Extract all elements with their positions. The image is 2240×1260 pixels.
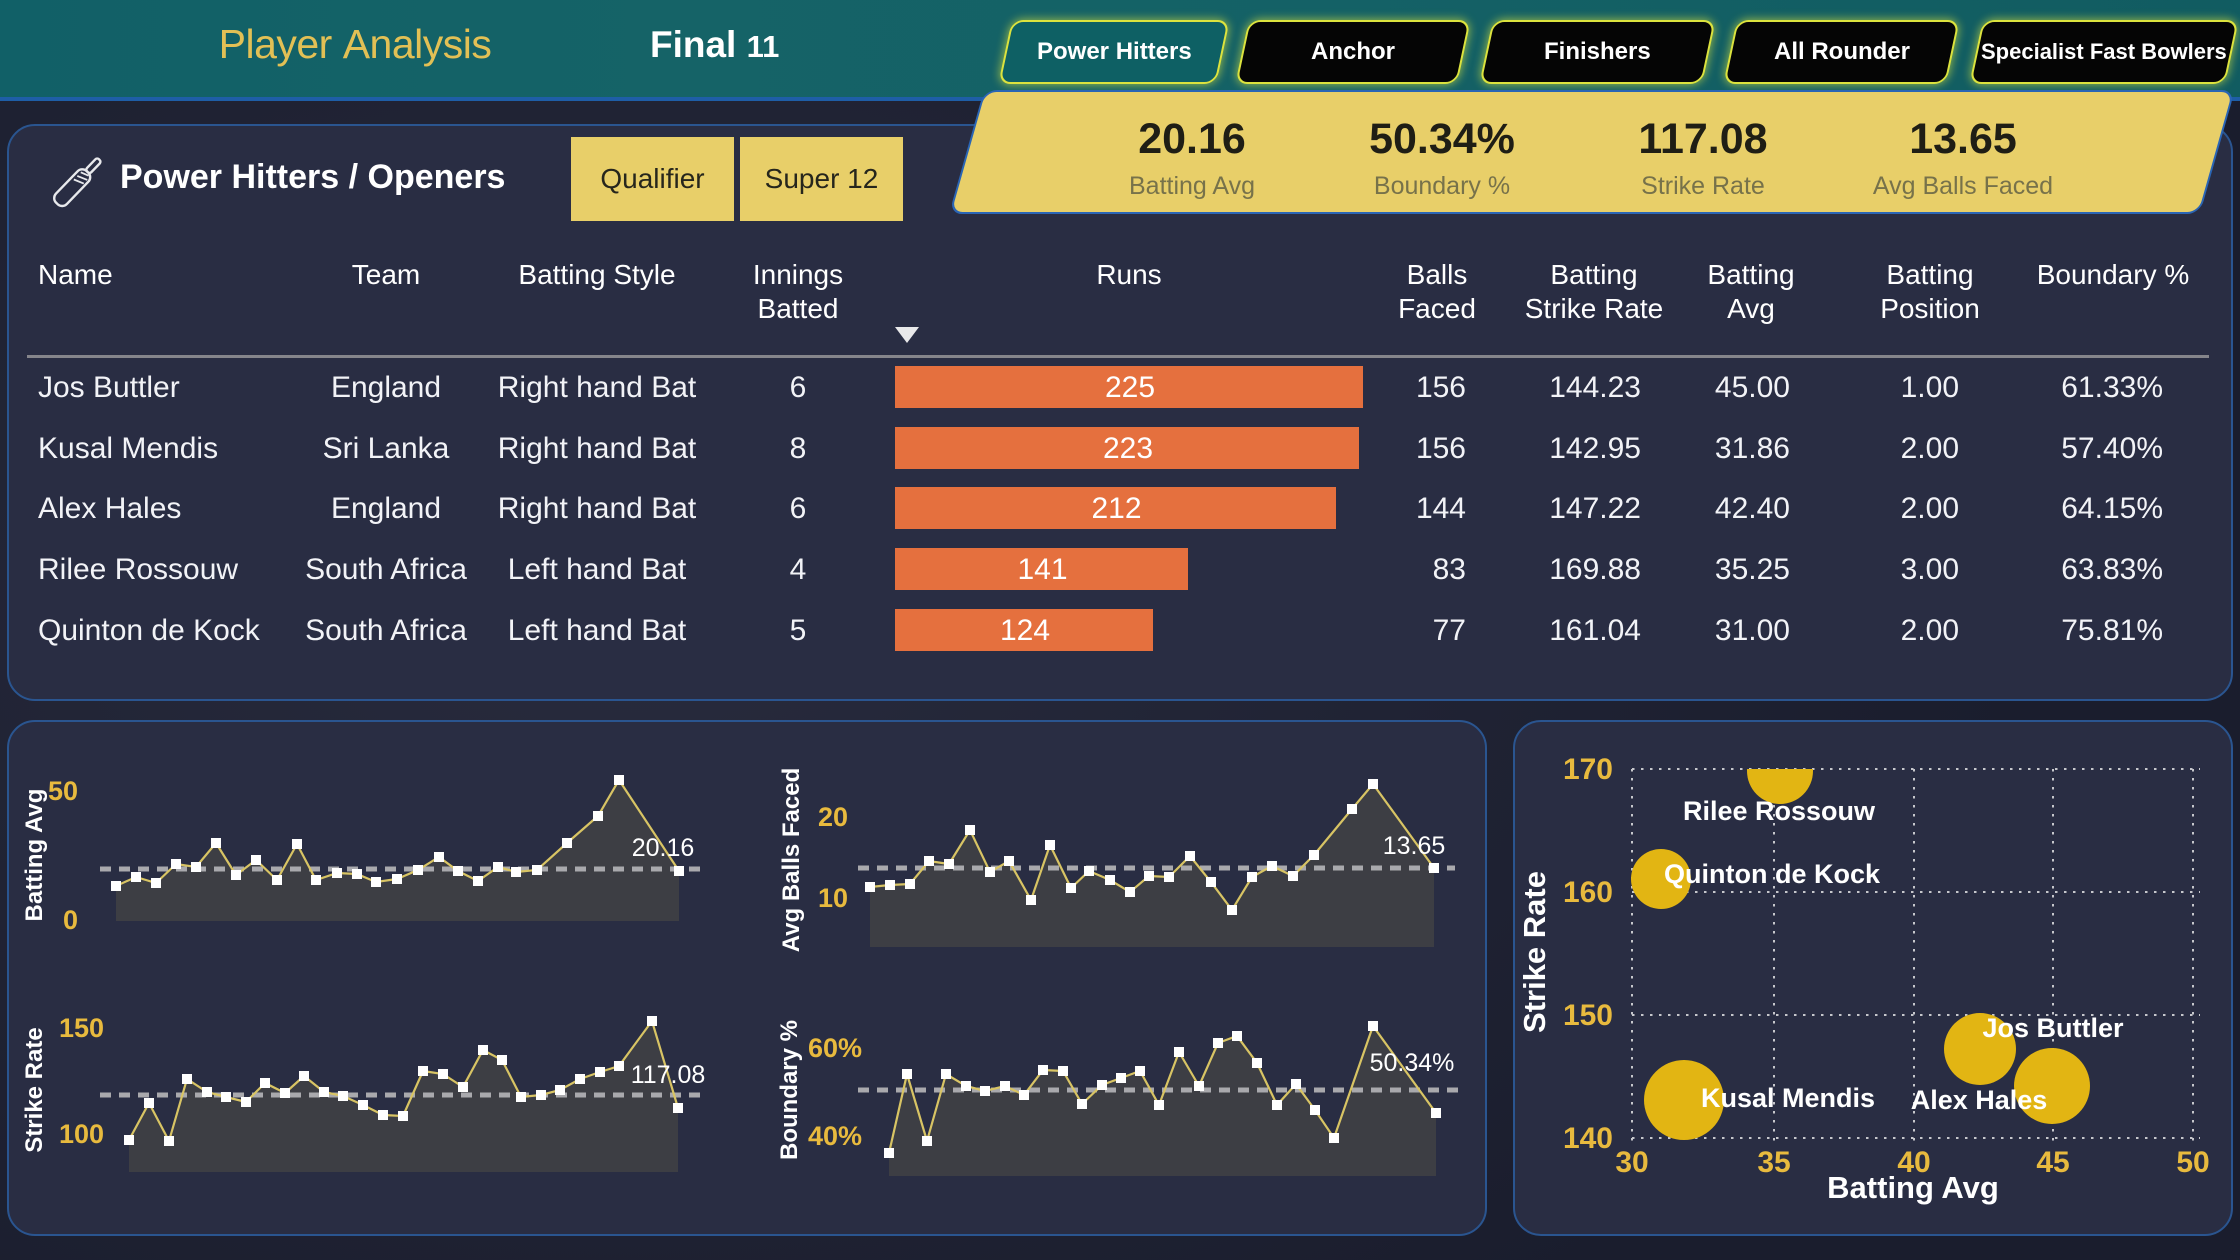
svg-text:170: 170 <box>1563 753 1613 786</box>
svg-text:100: 100 <box>59 1119 104 1149</box>
svg-text:Strike Rate: Strike Rate <box>21 1027 48 1152</box>
svg-text:150: 150 <box>1563 999 1613 1032</box>
svg-text:30: 30 <box>1615 1146 1648 1179</box>
svg-text:40%: 40% <box>808 1121 862 1151</box>
svg-text:117.08: 117.08 <box>631 1061 706 1089</box>
svg-text:50: 50 <box>2176 1146 2209 1179</box>
svg-text:13.65: 13.65 <box>1383 832 1446 860</box>
svg-text:Jos Buttler: Jos Buttler <box>1982 1013 2124 1043</box>
svg-text:Strike Rate: Strike Rate <box>1517 871 1552 1033</box>
svg-text:50: 50 <box>48 776 78 806</box>
svg-text:40: 40 <box>1897 1146 1930 1179</box>
svg-text:45: 45 <box>2036 1146 2069 1179</box>
svg-text:140: 140 <box>1563 1122 1613 1155</box>
svg-text:Kusal Mendis: Kusal Mendis <box>1701 1083 1875 1113</box>
svg-text:Batting Avg: Batting Avg <box>21 789 48 922</box>
svg-text:160: 160 <box>1563 876 1613 909</box>
svg-text:Quinton de Kock: Quinton de Kock <box>1664 859 1881 889</box>
svg-text:Rilee Rossouw: Rilee Rossouw <box>1683 796 1876 826</box>
svg-text:35: 35 <box>1757 1146 1790 1179</box>
svg-text:50.34%: 50.34% <box>1370 1049 1455 1077</box>
svg-text:20: 20 <box>818 802 848 832</box>
svg-text:150: 150 <box>59 1013 104 1043</box>
svg-text:Batting Avg: Batting Avg <box>1827 1170 1999 1205</box>
svg-text:Avg Balls Faced: Avg Balls Faced <box>778 768 805 953</box>
svg-text:10: 10 <box>818 883 848 913</box>
svg-text:Alex Hales: Alex Hales <box>1911 1085 2048 1115</box>
svg-text:0: 0 <box>63 905 78 935</box>
svg-text:20.16: 20.16 <box>632 834 695 862</box>
svg-text:Boundary %: Boundary % <box>776 1020 803 1160</box>
svg-text:60%: 60% <box>808 1033 862 1063</box>
